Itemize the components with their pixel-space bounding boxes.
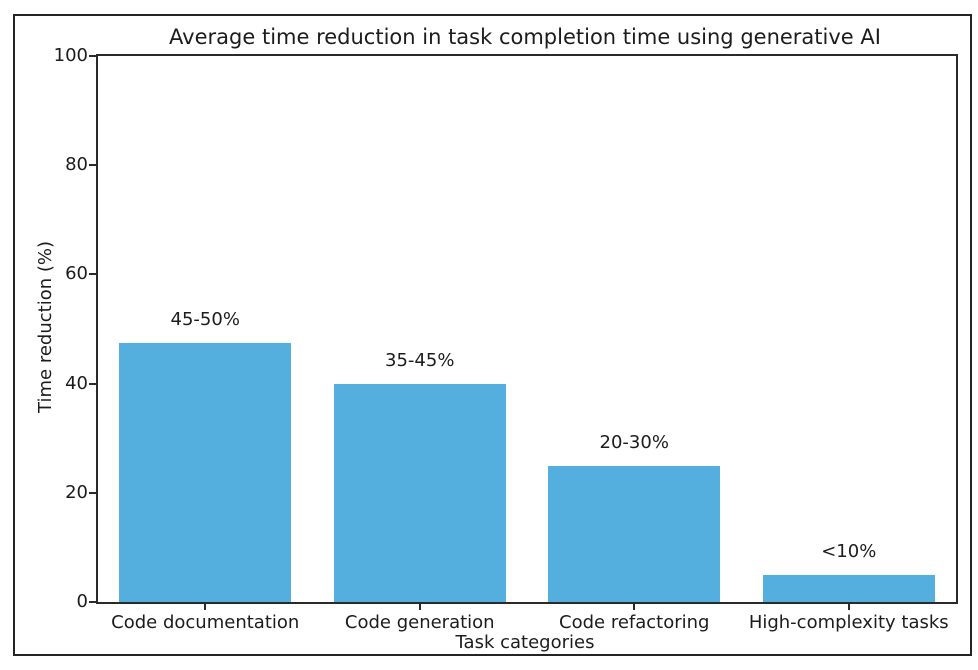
x-category-label: Code generation — [344, 612, 495, 633]
plot-area: 0 20 40 60 80 100 45-50% Code documentation 35-4… — [54, 46, 958, 633]
y-tick-label: 20 — [65, 481, 88, 503]
y-tick-mark — [89, 273, 96, 276]
x-tick-mark — [204, 604, 207, 610]
y-tick-mark — [89, 164, 96, 167]
bar-high-complexity-tasks — [762, 574, 935, 602]
bar-value-label: 20-30% — [599, 431, 669, 453]
y-tick-label: 0 — [76, 591, 88, 612]
x-tick-mark — [418, 604, 421, 610]
x-tick-mark — [633, 604, 636, 610]
y-tick-label: 40 — [65, 372, 88, 394]
x-category-label: Code refactoring — [559, 612, 710, 633]
bar-value-label: 45-50% — [170, 308, 240, 330]
x-category-label: Code documentation — [111, 612, 300, 633]
x-category-label: High-complexity tasks — [748, 612, 949, 633]
y-tick-label: 60 — [65, 263, 88, 285]
chart-title: Average time reduction in task completio… — [169, 25, 881, 49]
bar-code-generation — [333, 383, 506, 602]
bar-code-documentation — [119, 342, 292, 602]
x-tick-mark — [847, 604, 850, 610]
bar-code-refactoring — [548, 465, 721, 602]
y-tick-mark — [89, 55, 96, 57]
y-tick-label: 100 — [53, 45, 88, 66]
y-tick-mark — [89, 601, 96, 603]
bar-value-label: <10% — [821, 540, 877, 562]
y-tick-mark — [89, 382, 96, 385]
y-axis-label-container: Time reduction (%) — [32, 54, 58, 600]
x-axis-label: Task categories — [455, 632, 595, 653]
y-tick-mark — [89, 491, 96, 494]
y-tick-label: 80 — [65, 154, 88, 176]
bar-value-label: 35-45% — [385, 349, 455, 371]
